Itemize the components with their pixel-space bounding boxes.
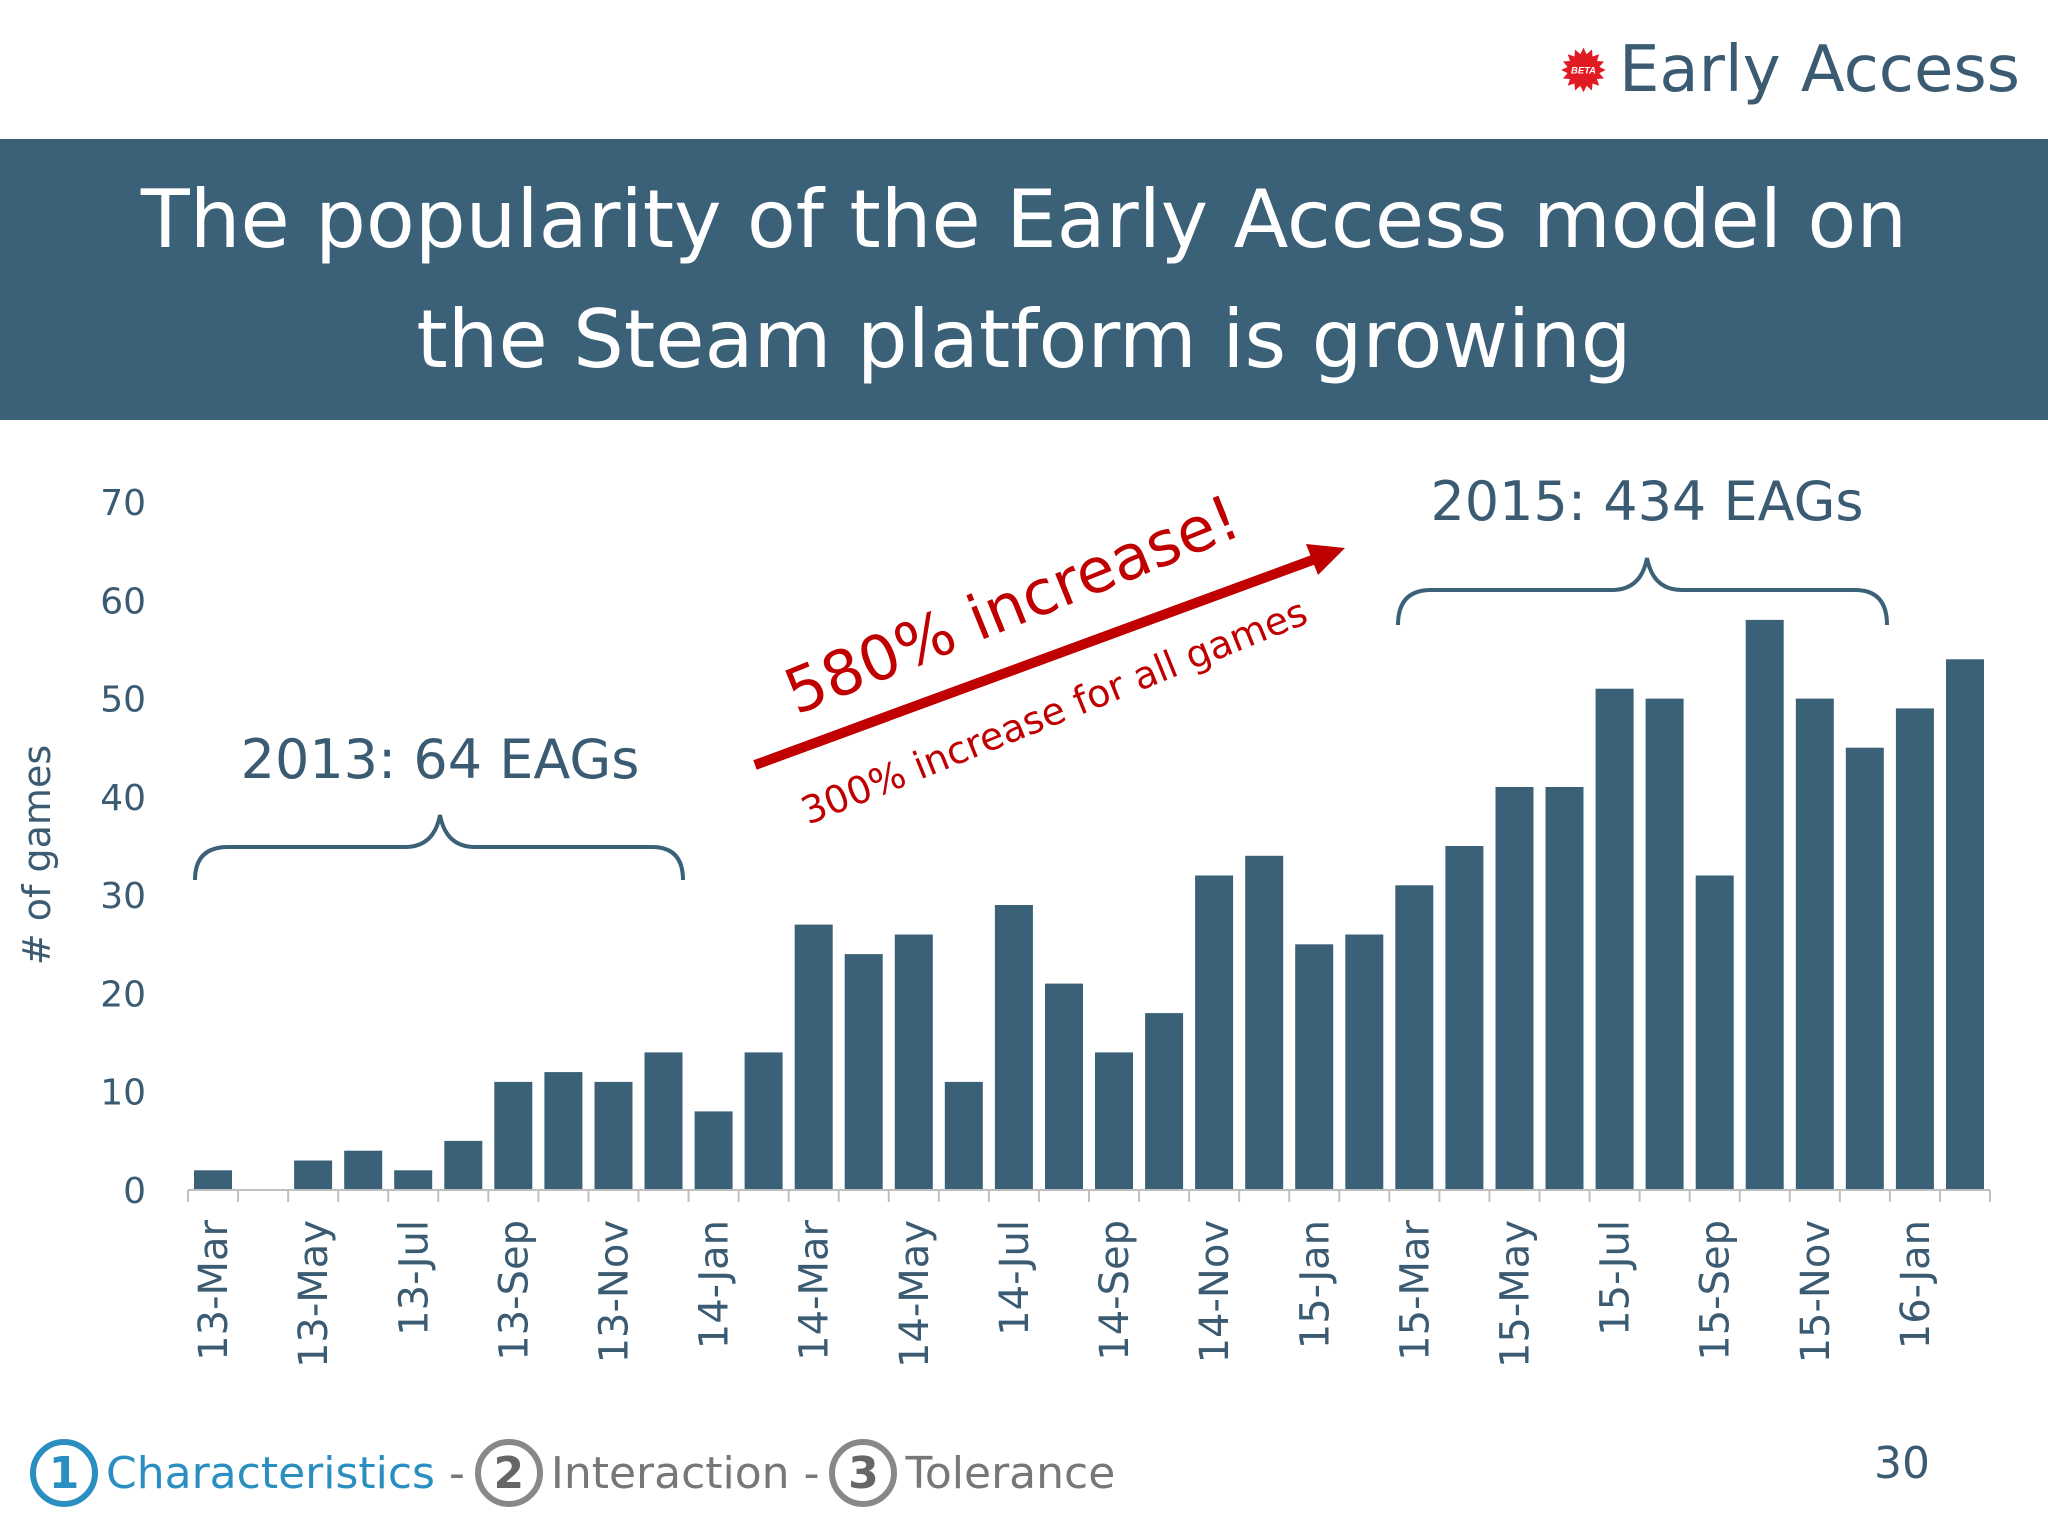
bar-13-Mar <box>194 1170 232 1190</box>
beta-badge-text: BETA <box>1571 65 1596 75</box>
bar-14-May <box>894 934 933 1190</box>
bar-15-Sep <box>1695 875 1734 1190</box>
step-2-circle-icon[interactable]: 2 <box>474 1439 543 1507</box>
y-tick-label: 70 <box>100 483 146 524</box>
title-band: The popularity of the Early Access model… <box>0 139 2048 420</box>
y-tick-label: 30 <box>100 876 146 917</box>
bar-14-Nov <box>1195 875 1234 1190</box>
bar-16-Jan <box>1895 708 1934 1190</box>
early-access-logo: BETA Early Access <box>1560 30 2020 110</box>
logo-text: Early Access <box>1618 33 2020 107</box>
y-tick-label: 10 <box>100 1073 146 1114</box>
bar-15-Feb <box>1345 934 1384 1190</box>
x-tick-label: 15-May <box>1493 1220 1539 1368</box>
bar-14-Oct <box>1145 1013 1184 1190</box>
y-tick-label: 50 <box>100 680 146 721</box>
bar-15-Dec <box>1845 747 1884 1190</box>
x-tick-label: 14-Mar <box>792 1219 838 1360</box>
footer-nav: 1 Characteristics - 2 Interaction - 3 To… <box>30 1428 1230 1518</box>
step-1-label[interactable]: Characteristics <box>106 1447 435 1499</box>
bar-15-May <box>1495 787 1534 1190</box>
bracket-2013 <box>193 814 685 881</box>
x-tick-label: 13-Sep <box>491 1220 537 1361</box>
page-title: The popularity of the Early Access model… <box>140 172 1908 386</box>
bar-13-Dec <box>644 1052 683 1190</box>
bracket-2015 <box>1396 557 1889 626</box>
bar-14-Sep <box>1095 1052 1133 1190</box>
y-tick-label: 40 <box>100 778 146 819</box>
bar-15-Apr <box>1445 846 1484 1190</box>
y-tick-label: 60 <box>100 581 146 622</box>
bar-15-Mar <box>1395 885 1434 1190</box>
annotation-2013: 2013: 64 EAGs <box>241 728 640 791</box>
bar-14-Jun <box>944 1081 983 1190</box>
step-3-label[interactable]: Tolerance <box>905 1447 1116 1499</box>
x-tick-label: 15-Mar <box>1392 1219 1438 1360</box>
bar-16-Feb <box>1946 659 1984 1190</box>
x-tick-label: 15-Sep <box>1693 1220 1739 1361</box>
bar-15-Aug <box>1645 698 1684 1190</box>
bar-13-Jun <box>344 1150 383 1190</box>
y-tick-label: 20 <box>100 974 146 1015</box>
bar-14-Feb <box>744 1052 783 1190</box>
bar-15-Jan <box>1295 944 1334 1190</box>
x-tick-label: 15-Nov <box>1793 1220 1839 1363</box>
x-tick-label: 14-Sep <box>1092 1220 1138 1361</box>
bar-15-Oct <box>1745 619 1784 1190</box>
y-axis-label: # of games <box>15 745 59 965</box>
x-tick-label: 14-Jan <box>692 1220 738 1349</box>
beta-badge-icon: BETA <box>1561 47 1606 93</box>
bar-14-Aug <box>1045 983 1083 1190</box>
x-tick-label: 16-Jan <box>1893 1220 1939 1349</box>
x-tick-label: 13-Mar <box>191 1219 237 1360</box>
step-3-circle-icon[interactable]: 3 <box>829 1439 898 1507</box>
x-tick-label: 13-May <box>291 1220 337 1368</box>
bar-13-Nov <box>594 1081 633 1190</box>
bar-15-Nov <box>1795 698 1834 1190</box>
bar-14-Dec <box>1245 855 1284 1190</box>
bar-14-Jan <box>694 1111 733 1190</box>
step-1-circle-icon[interactable]: 1 <box>30 1439 98 1507</box>
y-tick-label: 0 <box>123 1171 146 1212</box>
arrow-head-icon <box>1306 544 1345 575</box>
step-2-label[interactable]: Interaction <box>550 1447 790 1499</box>
bar-15-Jul <box>1595 688 1634 1190</box>
bar-13-May <box>294 1160 333 1190</box>
page-number: 30 <box>1874 1438 1930 1489</box>
x-tick-label: 14-May <box>892 1220 938 1368</box>
x-tick-label: 14-Jul <box>992 1220 1038 1336</box>
annotation-2015: 2015: 434 EAGs <box>1430 470 1863 533</box>
bar-chart: # of games 0 10 20 30 40 50 60 70 13-Mar 13-May 1… <box>15 470 1991 1368</box>
separator: - <box>448 1447 465 1499</box>
x-tick-label: 13-Jul <box>391 1220 437 1336</box>
separator: - <box>803 1447 820 1499</box>
x-tick-label: 15-Jan <box>1292 1220 1338 1349</box>
bar-14-Mar <box>794 924 833 1190</box>
x-tick-label: 14-Nov <box>1192 1220 1238 1363</box>
bar-13-Jul <box>394 1170 433 1190</box>
bar-13-Oct <box>544 1072 583 1190</box>
bar-13-Sep <box>494 1081 533 1190</box>
bar-14-Jul <box>994 905 1033 1190</box>
increase-arrow <box>753 553 1320 770</box>
x-tick-label: 13-Nov <box>592 1220 638 1363</box>
bar-13-Aug <box>444 1140 483 1190</box>
bar-14-Apr <box>844 954 883 1190</box>
bar-15-Jun <box>1545 787 1584 1190</box>
x-tick-label: 15-Jul <box>1593 1220 1639 1336</box>
